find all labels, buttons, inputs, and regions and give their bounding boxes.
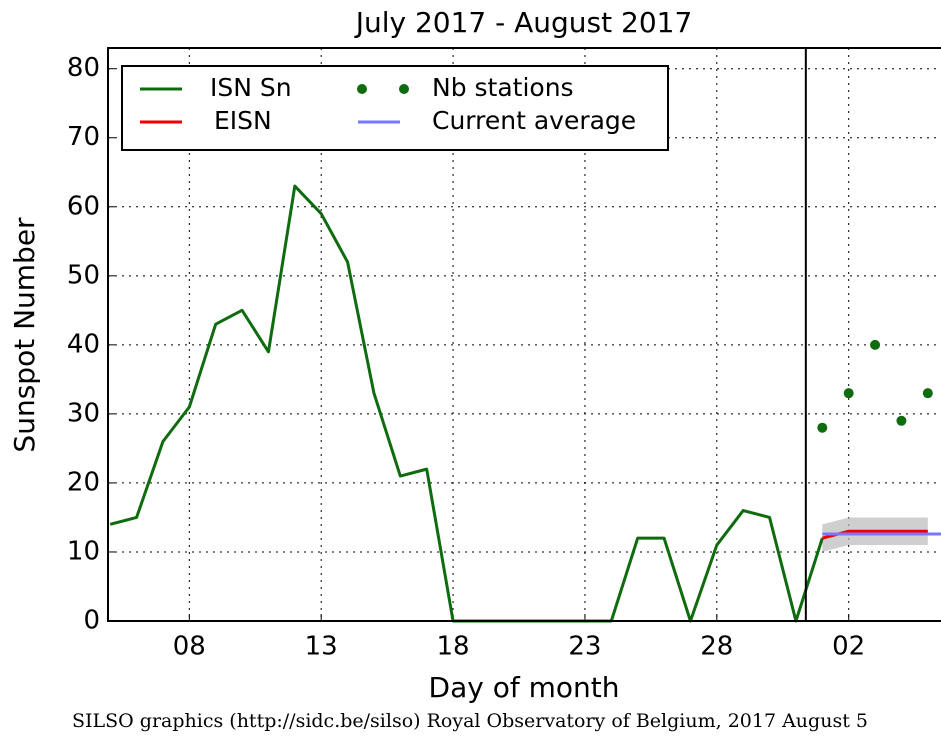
- y-tick-label: 50: [67, 260, 100, 290]
- x-tick-label: 28: [700, 632, 733, 662]
- axes-frame: [107, 47, 941, 622]
- y-tick-label: 10: [67, 536, 100, 566]
- y-tick-label: 20: [67, 467, 100, 497]
- dot: [817, 422, 828, 433]
- legend-swatch: [399, 84, 409, 94]
- x-tick-label: 02: [832, 632, 865, 662]
- y-tick-label: 0: [83, 606, 100, 636]
- legend-box: [121, 65, 669, 151]
- legend-swatch: [357, 84, 367, 94]
- x-tick-label: 23: [568, 632, 601, 662]
- dot: [843, 388, 854, 399]
- x-tick-label: 18: [437, 632, 470, 662]
- y-tick-label: 30: [67, 398, 100, 428]
- y-tick-label: 80: [67, 53, 100, 83]
- x-tick-label: 08: [173, 632, 206, 662]
- y-axis-label: Sunspot Number: [8, 217, 41, 453]
- legend-label: ISN Sn: [210, 73, 292, 102]
- y-tick-label: 60: [67, 191, 100, 221]
- legend-label: Current average: [432, 106, 636, 135]
- dot: [922, 388, 933, 399]
- legend-label: EISN: [214, 106, 272, 135]
- dot: [870, 339, 881, 350]
- y-tick-label: 70: [67, 122, 100, 152]
- line-series: [109, 184, 824, 623]
- y-tick-label: 40: [67, 329, 100, 359]
- dot: [896, 415, 907, 426]
- x-axis-label: Day of month: [429, 671, 620, 704]
- legend-label: Nb stations: [432, 73, 574, 102]
- footer: SILSO graphics (http://sidc.be/silso) Ro…: [72, 710, 868, 732]
- x-tick-label: 13: [305, 632, 338, 662]
- chart-title: July 2017 - August 2017: [354, 6, 693, 39]
